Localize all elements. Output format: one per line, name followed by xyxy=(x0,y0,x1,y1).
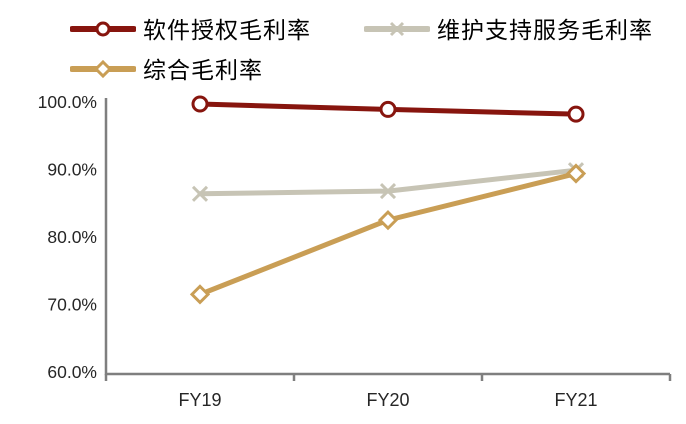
series-1 xyxy=(191,162,585,202)
axis-lines xyxy=(104,98,670,376)
y-tick-label: 70.0% xyxy=(47,295,97,315)
circle-marker-icon xyxy=(567,105,585,123)
y-tick-label: 100.0% xyxy=(38,92,97,112)
y-tick-label: 60.0% xyxy=(47,362,97,382)
y-tick-label: 90.0% xyxy=(47,160,97,180)
diamond-marker-icon xyxy=(565,163,587,184)
y-tick-label: 80.0% xyxy=(47,227,97,247)
diamond-marker-icon xyxy=(377,210,399,231)
series-0 xyxy=(191,95,585,123)
x-marker-icon xyxy=(191,185,209,202)
diamond-marker-icon xyxy=(189,284,211,305)
x-tick-label: FY19 xyxy=(178,390,221,410)
x-tick-label: FY20 xyxy=(366,390,409,410)
circle-marker-icon xyxy=(379,100,397,118)
series-2 xyxy=(189,163,587,305)
x-marker-icon xyxy=(379,183,397,200)
circle-marker-icon xyxy=(191,95,209,113)
x-tick-label: FY21 xyxy=(554,390,597,410)
